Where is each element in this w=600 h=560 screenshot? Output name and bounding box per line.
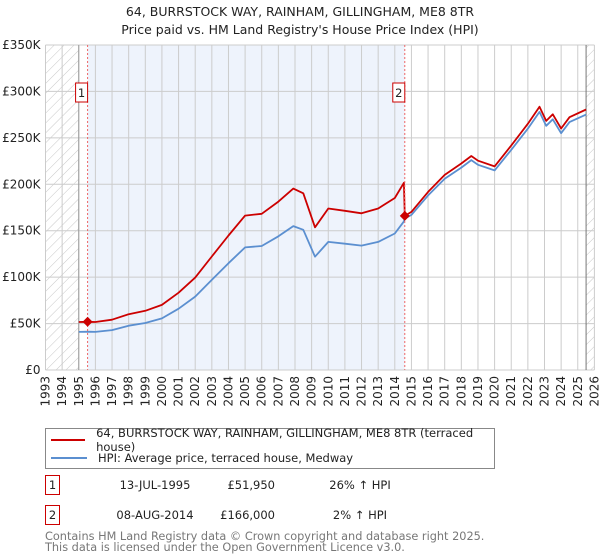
x-tick-label: 2025 [571,376,585,407]
transaction-date: 08-AUG-2014 [116,508,194,522]
transaction-hpi-diff: 26% ↑ HPI [329,478,391,492]
sale-badge-label: 1 [78,86,85,100]
legend-item-property: 64, BURRSTOCK WAY, RAINHAM, GILLINGHAM, … [51,426,494,454]
legend-swatch-blue [51,457,87,459]
y-tick-label: £300K [2,84,42,98]
x-tick-label: 2016 [421,376,435,407]
x-tick-label: 2019 [471,376,485,407]
y-tick-label: £100K [2,270,42,284]
price-chart: 1993 1994 1995 1996 1997 1998 1999 2000 2001 2002… [2,38,600,407]
x-tick-label: 2024 [554,376,568,407]
footer-line-2: This data is licensed under the Open Gov… [45,541,405,554]
x-tick-label: 2015 [404,376,418,407]
x-tick-label: 2007 [271,376,285,407]
legend-item-hpi: HPI: Average price, terraced house, Medw… [51,450,353,466]
ownership-shaded-region [87,45,405,370]
chart-subtitle: Price paid vs. HM Land Registry's House … [121,22,479,37]
sale-badge [392,82,406,103]
x-tick-label: 2012 [355,376,369,407]
y-tick-label: £150K [2,224,42,238]
x-tick-label: 2008 [288,376,302,407]
x-tick-label: 2018 [454,376,468,407]
transaction-number: 1 [45,475,60,495]
legend-label-hpi: HPI: Average price, terraced house, Medw… [98,451,354,465]
x-tick-label: 2013 [371,376,385,407]
transaction-price: £51,950 [227,478,275,492]
x-tick-label: 1997 [105,376,119,407]
transaction-number: 2 [45,505,60,525]
x-tick-label: 1994 [55,376,69,407]
footer-attribution: Contains HM Land Registry data © Crown c… [45,531,484,553]
x-tick-label: 2009 [305,376,319,407]
x-tick-label: 2005 [238,376,252,407]
x-tick-label: 2006 [255,376,269,407]
legend-swatch-red [51,439,86,441]
x-tick-label: 1993 [39,376,53,407]
y-tick-label: £200K [2,177,42,191]
x-tick-label: 2021 [504,376,518,407]
x-tick-label: 2010 [321,376,335,407]
property-price-line [78,105,587,323]
sale-point-marker [399,210,410,221]
transaction-price: £166,000 [220,508,275,522]
x-tick-label: 2011 [338,376,352,407]
x-tick-label: 2026 [587,376,600,407]
y-tick-label: £50K [10,317,42,331]
legend-label-property: 64, BURRSTOCK WAY, RAINHAM, GILLINGHAM, … [96,426,474,454]
y-tick-label: £0 [25,363,40,377]
y-tick-label: £250K [2,131,42,145]
x-tick-label: 2022 [521,376,535,407]
transaction-hpi-diff: 2% ↑ HPI [332,508,388,522]
x-tick-label: 2017 [438,376,452,407]
x-tick-label: 1998 [122,376,136,407]
x-tick-label: 1999 [138,376,152,407]
x-tick-label: 2003 [205,376,219,407]
footer-line-1: Contains HM Land Registry data © Crown c… [45,530,485,543]
hatched-region-after [586,45,595,370]
x-tick-label: 2023 [538,376,552,407]
transaction-date: 13-JUL-1995 [119,478,191,492]
x-tick-label: 1996 [88,376,102,407]
sale-badge [75,82,89,103]
x-tick-label: 2001 [172,376,186,407]
legend: 64, BURRSTOCK WAY, RAINHAM, GILLINGHAM, … [45,426,495,469]
x-tick-label: 2000 [155,376,169,407]
x-tick-label: 2014 [388,376,402,407]
chart-title: 64, BURRSTOCK WAY, RAINHAM, GILLINGHAM, … [125,4,475,19]
x-tick-label: 1995 [72,376,86,407]
hpi-line [78,111,587,333]
sale-point-marker [82,316,93,327]
y-tick-label: £350K [2,38,42,52]
x-tick-label: 2004 [221,376,235,407]
sale-badge-label: 2 [395,86,402,100]
x-tick-label: 2020 [488,376,502,407]
x-tick-label: 2002 [188,376,202,407]
